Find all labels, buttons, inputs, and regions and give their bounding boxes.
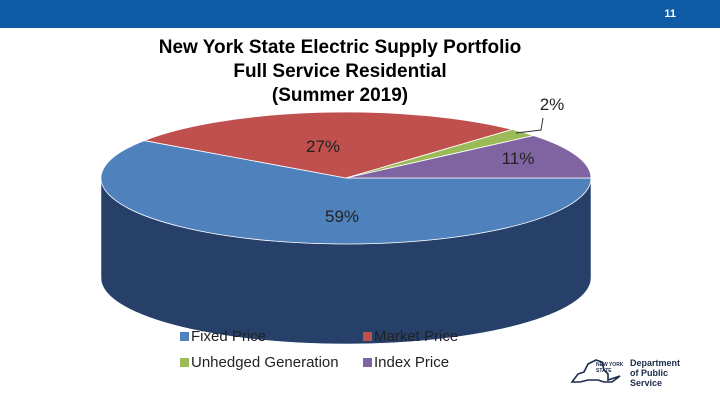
header-bar: 11 [0,0,720,28]
data-label-unhedged-generation: 2% [540,95,565,114]
legend-swatch [180,332,189,341]
logo-state-text: NEW YORK STATE [596,362,624,374]
data-label-market-price: 27% [306,137,340,156]
chart-title: New York State Electric Supply Portfolio… [120,36,560,108]
legend-item-market-price: Market Price [363,328,458,345]
title-line-3: (Summer 2019) [271,85,409,106]
pie-slice-index-price [345,135,592,179]
legend-item-index-price: Index Price [363,354,449,371]
logo-department-text: Department of Public Service [630,358,681,388]
legend-swatch [180,358,189,367]
data-label-index-price: 11% [502,149,535,168]
title-line-2: Full Service Residential [233,61,447,82]
legend-swatch [363,332,372,341]
legend-label: Market Price [374,328,459,345]
department-logo: NEW YORK STATE Department of Public Serv… [568,354,698,390]
legend-item-unhedged-generation: Unhedged Generation [180,354,339,371]
leader-line-unhedged [515,117,544,134]
legend-swatch [363,358,372,367]
legend-label: Unhedged Generation [191,354,339,371]
pie-slice-fixed-price [100,140,592,245]
title-line-1: New York State Electric Supply Portfolio [158,37,522,58]
page-number: 11 [664,8,676,20]
pie-slice-market-price [142,111,514,179]
legend-label: Fixed Price [191,328,267,345]
legend-item-fixed-price: Fixed Price [180,328,266,345]
data-label-fixed-price: 59% [325,207,359,226]
legend-label: Index Price [374,354,450,371]
new-york-state-outline-icon [570,359,621,383]
